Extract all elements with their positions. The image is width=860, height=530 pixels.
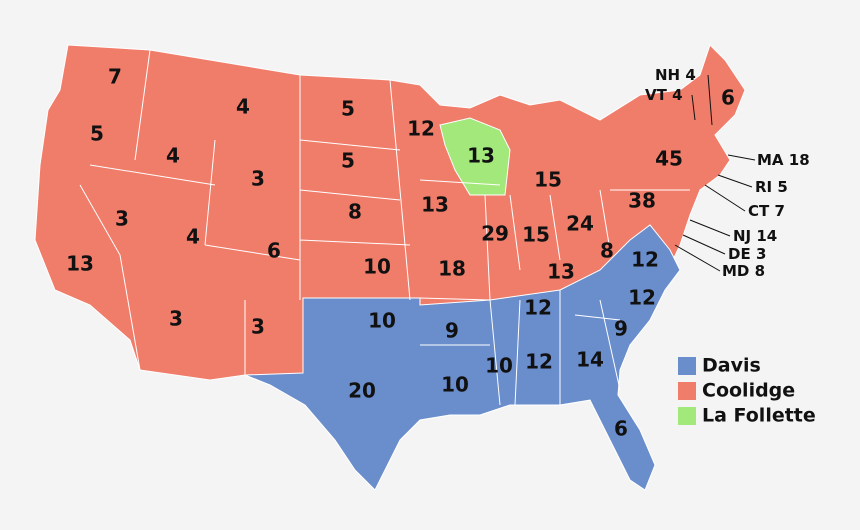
state-votes: 4 <box>236 95 250 119</box>
state-votes: 5 <box>341 97 355 121</box>
callout: NJ 14 <box>733 227 777 245</box>
state-votes: 15 <box>534 168 562 192</box>
state-votes: 8 <box>600 239 614 263</box>
state-votes: 3 <box>169 307 183 331</box>
state-votes: 9 <box>445 319 459 343</box>
region <box>244 224 681 491</box>
callout-state: MD <box>722 262 749 280</box>
callout: CT 7 <box>748 202 785 220</box>
state-votes: 3 <box>115 207 129 231</box>
callout-line <box>727 154 756 161</box>
callout: VT 4 <box>645 86 683 104</box>
callout-votes: 7 <box>774 202 784 220</box>
state-votes: 12 <box>631 248 659 272</box>
state-votes: 5 <box>90 122 104 146</box>
callout-state: NH <box>655 66 680 84</box>
state-votes: 12 <box>524 296 552 320</box>
callout: RI 5 <box>755 178 788 196</box>
callout-votes: 8 <box>755 262 765 280</box>
callout: DE 3 <box>728 245 766 263</box>
legend-label: Davis <box>702 355 761 377</box>
state-votes: 24 <box>566 212 594 236</box>
callout-votes: 5 <box>777 178 787 196</box>
state-votes: 12 <box>525 350 553 374</box>
state-votes: 6 <box>721 86 735 110</box>
state-borders <box>79 49 690 406</box>
callout-state: CT <box>748 202 770 220</box>
callout-line <box>691 94 696 121</box>
legend-swatch <box>678 357 696 375</box>
region <box>439 117 511 196</box>
callout-state: DE <box>728 245 751 263</box>
callout-votes: 4 <box>685 66 695 84</box>
state-votes: 13 <box>547 260 575 284</box>
callout-votes: 4 <box>672 86 682 104</box>
state-votes: 14 <box>576 348 604 372</box>
state-votes: 3 <box>251 167 265 191</box>
state-votes: 15 <box>522 223 550 247</box>
state-votes: 13 <box>467 144 495 168</box>
legend-label: Coolidge <box>702 380 795 402</box>
state-votes: 10 <box>363 255 391 279</box>
state-votes: 6 <box>267 239 281 263</box>
state-votes: 10 <box>485 354 513 378</box>
state-votes: 38 <box>628 189 656 213</box>
legend-label: La Follette <box>702 405 816 427</box>
state-votes: 4 <box>186 225 200 249</box>
state-votes: 45 <box>655 147 683 171</box>
state-votes: 5 <box>341 149 355 173</box>
callout-line <box>689 219 731 237</box>
state-votes: 10 <box>368 309 396 333</box>
callout-state: MA <box>757 151 784 169</box>
callout-votes: 18 <box>789 151 810 169</box>
callout-line <box>707 74 713 126</box>
callout-votes: 3 <box>756 245 766 263</box>
callout-state: NJ <box>733 227 751 245</box>
state-votes: 9 <box>614 317 628 341</box>
state-votes: 10 <box>441 373 469 397</box>
legend-swatch <box>678 382 696 400</box>
state-votes: 4 <box>166 144 180 168</box>
state-votes: 8 <box>348 200 362 224</box>
state-votes: 18 <box>438 257 466 281</box>
state-votes: 13 <box>421 193 449 217</box>
state-votes: 12 <box>628 286 656 310</box>
callout: NH 4 <box>655 66 696 84</box>
state-votes: 13 <box>66 252 94 276</box>
callout-votes: 14 <box>756 227 777 245</box>
state-votes: 20 <box>348 379 376 403</box>
state-votes: 3 <box>251 315 265 339</box>
callout: MD 8 <box>722 262 765 280</box>
legend-swatch <box>678 407 696 425</box>
state-votes: 12 <box>407 117 435 141</box>
callout-line <box>704 184 746 212</box>
callout-state: RI <box>755 178 772 196</box>
callout-line <box>682 234 726 255</box>
callout-line <box>674 244 721 272</box>
state-votes: 29 <box>481 222 509 246</box>
callout-state: VT <box>645 86 668 104</box>
callout: MA 18 <box>757 151 810 169</box>
callout-line <box>717 174 753 188</box>
state-votes: 7 <box>108 65 122 89</box>
state-votes: 6 <box>614 417 628 441</box>
